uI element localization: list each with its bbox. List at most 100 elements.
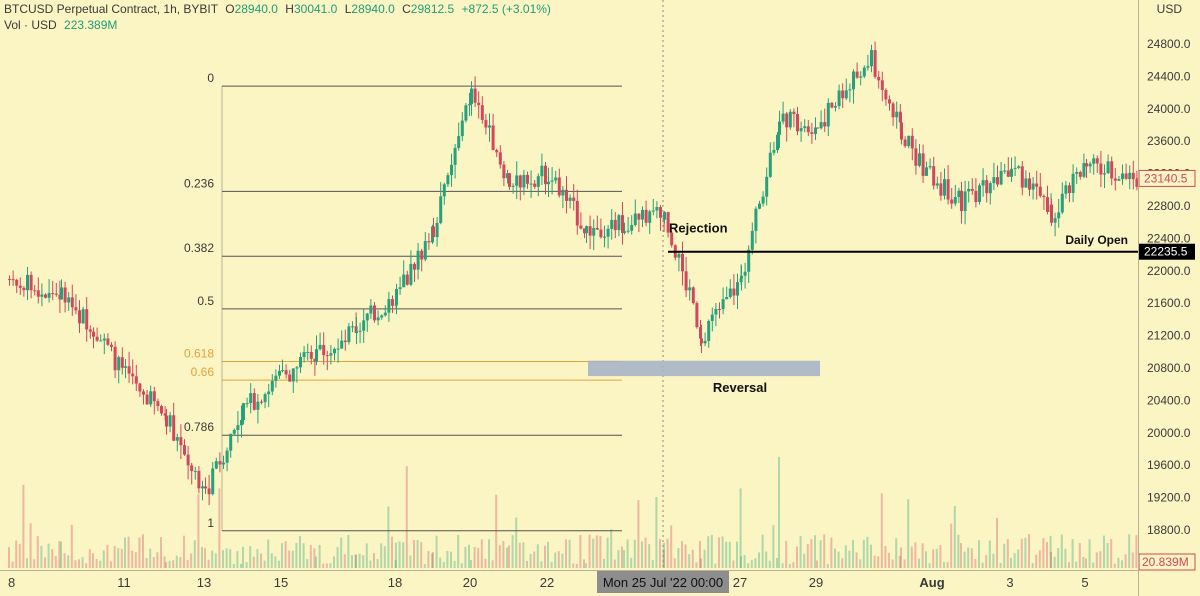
candle-body xyxy=(11,279,15,281)
candle-body xyxy=(260,401,263,403)
candle-body xyxy=(1003,170,1007,172)
volume-bar xyxy=(1128,534,1131,568)
volume-bar xyxy=(405,466,408,568)
volume-bar xyxy=(309,545,312,568)
candle-body xyxy=(796,114,799,132)
volume-bar xyxy=(1053,556,1056,568)
volume-bar xyxy=(1031,563,1034,568)
volume-bar xyxy=(1095,552,1098,568)
candle-body xyxy=(743,271,747,276)
candle-body xyxy=(179,437,183,446)
time-tick-label: 20 xyxy=(463,575,477,590)
volume-bar xyxy=(365,543,368,568)
volume-bar xyxy=(18,543,21,568)
candle-body xyxy=(70,297,74,308)
candle-body xyxy=(565,189,568,201)
candle-body xyxy=(376,317,380,321)
volume-bar xyxy=(707,536,710,568)
candle-body xyxy=(1082,163,1086,177)
volume-bar xyxy=(579,535,582,568)
volume-bar xyxy=(884,546,887,568)
candle-body xyxy=(943,179,946,196)
volume-bar xyxy=(236,551,239,568)
fib-level-label: 0.66 xyxy=(191,365,215,379)
price-tick-label: 24800.0 xyxy=(1147,37,1191,51)
candle-body xyxy=(427,241,431,243)
volume-bar xyxy=(267,539,270,568)
volume-bar xyxy=(1082,557,1085,568)
candle-body xyxy=(837,90,841,107)
volume-bar xyxy=(914,542,917,568)
candle-body xyxy=(834,106,837,108)
candle-body xyxy=(270,380,274,392)
candle-body xyxy=(750,230,754,250)
volume-bar xyxy=(592,538,595,568)
volume-bar xyxy=(695,562,698,568)
volume-bar xyxy=(340,537,343,568)
volume-bar xyxy=(673,558,676,568)
volume-bar xyxy=(333,556,335,568)
volume-bar xyxy=(996,517,998,568)
candle-body xyxy=(306,351,310,353)
volume-bar xyxy=(432,552,434,568)
candle-body xyxy=(844,90,848,99)
volume-bar xyxy=(325,563,328,568)
volume-bar xyxy=(240,563,242,568)
candle-body xyxy=(33,290,37,292)
volume-bar xyxy=(848,550,851,568)
volume-bar xyxy=(830,537,833,568)
volume-bar xyxy=(677,548,680,568)
volume-bar xyxy=(768,560,771,568)
candle-body xyxy=(900,122,903,140)
volume-bar xyxy=(900,547,902,568)
ohlc-high-label: H xyxy=(285,2,294,16)
candle-body xyxy=(110,344,113,347)
ohlc-open: 28940.0 xyxy=(234,2,278,16)
volume-bar xyxy=(819,540,822,568)
candle-body xyxy=(1099,163,1103,175)
candle-body xyxy=(351,326,354,328)
volume-bar xyxy=(575,563,578,568)
volume-bar xyxy=(295,542,298,568)
candle-body xyxy=(8,278,11,280)
candle-body xyxy=(288,374,292,382)
candle-body xyxy=(974,190,978,202)
volume-bar xyxy=(1068,562,1070,568)
fib-level-label: 0 xyxy=(207,71,214,85)
volume-bar xyxy=(193,540,196,568)
candle-body xyxy=(684,271,688,291)
candle-body xyxy=(907,135,911,147)
candle-body xyxy=(626,230,630,232)
volume-bar xyxy=(149,548,152,568)
candle-body xyxy=(862,67,866,77)
candle-body xyxy=(473,88,477,103)
candle-body xyxy=(659,207,662,218)
volume-bars xyxy=(8,456,1138,568)
volume-bar xyxy=(468,544,470,568)
candle-body xyxy=(816,127,819,129)
candle-body xyxy=(201,486,204,489)
volume-bar xyxy=(585,563,587,568)
volume-bar xyxy=(1010,557,1012,568)
volume-bar xyxy=(1050,551,1052,568)
candle-body xyxy=(432,226,435,238)
candle-body xyxy=(229,433,233,451)
volume-bar xyxy=(888,552,890,568)
candle-body xyxy=(85,309,89,330)
volume-bar xyxy=(603,558,605,568)
candle-body xyxy=(405,274,409,285)
candle-body xyxy=(1006,170,1010,177)
candle-body xyxy=(785,113,789,128)
candle-body xyxy=(870,50,873,67)
volume-bar xyxy=(788,563,791,568)
candle-body xyxy=(526,174,529,184)
volume-bar xyxy=(978,540,980,568)
volume-bar xyxy=(588,534,591,568)
volume-bar xyxy=(179,557,182,568)
volume-bar xyxy=(852,539,854,568)
price-tick-label: 19200.0 xyxy=(1147,491,1191,505)
volume-bar xyxy=(413,540,415,568)
candle-body xyxy=(315,349,318,362)
